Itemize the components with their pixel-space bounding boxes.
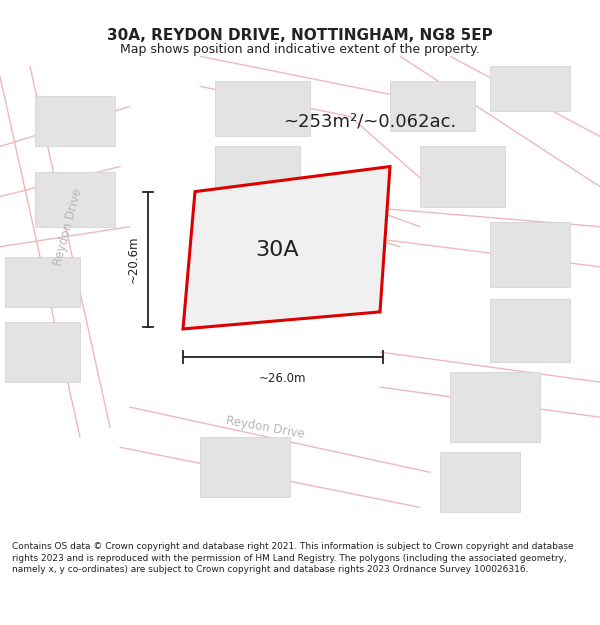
- Text: Reydon Drive: Reydon Drive: [225, 414, 305, 441]
- Polygon shape: [183, 166, 390, 329]
- Text: ~26.0m: ~26.0m: [259, 372, 307, 385]
- Polygon shape: [490, 66, 570, 111]
- Text: ~20.6m: ~20.6m: [127, 236, 140, 283]
- Polygon shape: [200, 438, 290, 498]
- Polygon shape: [215, 146, 300, 207]
- Polygon shape: [390, 81, 475, 131]
- Polygon shape: [215, 81, 310, 136]
- Polygon shape: [35, 171, 115, 227]
- Polygon shape: [440, 452, 520, 512]
- Polygon shape: [490, 299, 570, 362]
- Text: 30A, REYDON DRIVE, NOTTINGHAM, NG8 5EP: 30A, REYDON DRIVE, NOTTINGHAM, NG8 5EP: [107, 28, 493, 43]
- Text: 30A: 30A: [255, 240, 299, 260]
- Polygon shape: [5, 257, 80, 307]
- Polygon shape: [490, 222, 570, 287]
- Text: Reydon Drive: Reydon Drive: [52, 187, 85, 267]
- Text: Map shows position and indicative extent of the property.: Map shows position and indicative extent…: [120, 42, 480, 56]
- Polygon shape: [5, 322, 80, 382]
- Polygon shape: [420, 146, 505, 207]
- Text: ~253m²/~0.062ac.: ~253m²/~0.062ac.: [283, 112, 457, 131]
- Polygon shape: [450, 372, 540, 442]
- Text: Contains OS data © Crown copyright and database right 2021. This information is : Contains OS data © Crown copyright and d…: [12, 542, 574, 574]
- Polygon shape: [35, 96, 115, 146]
